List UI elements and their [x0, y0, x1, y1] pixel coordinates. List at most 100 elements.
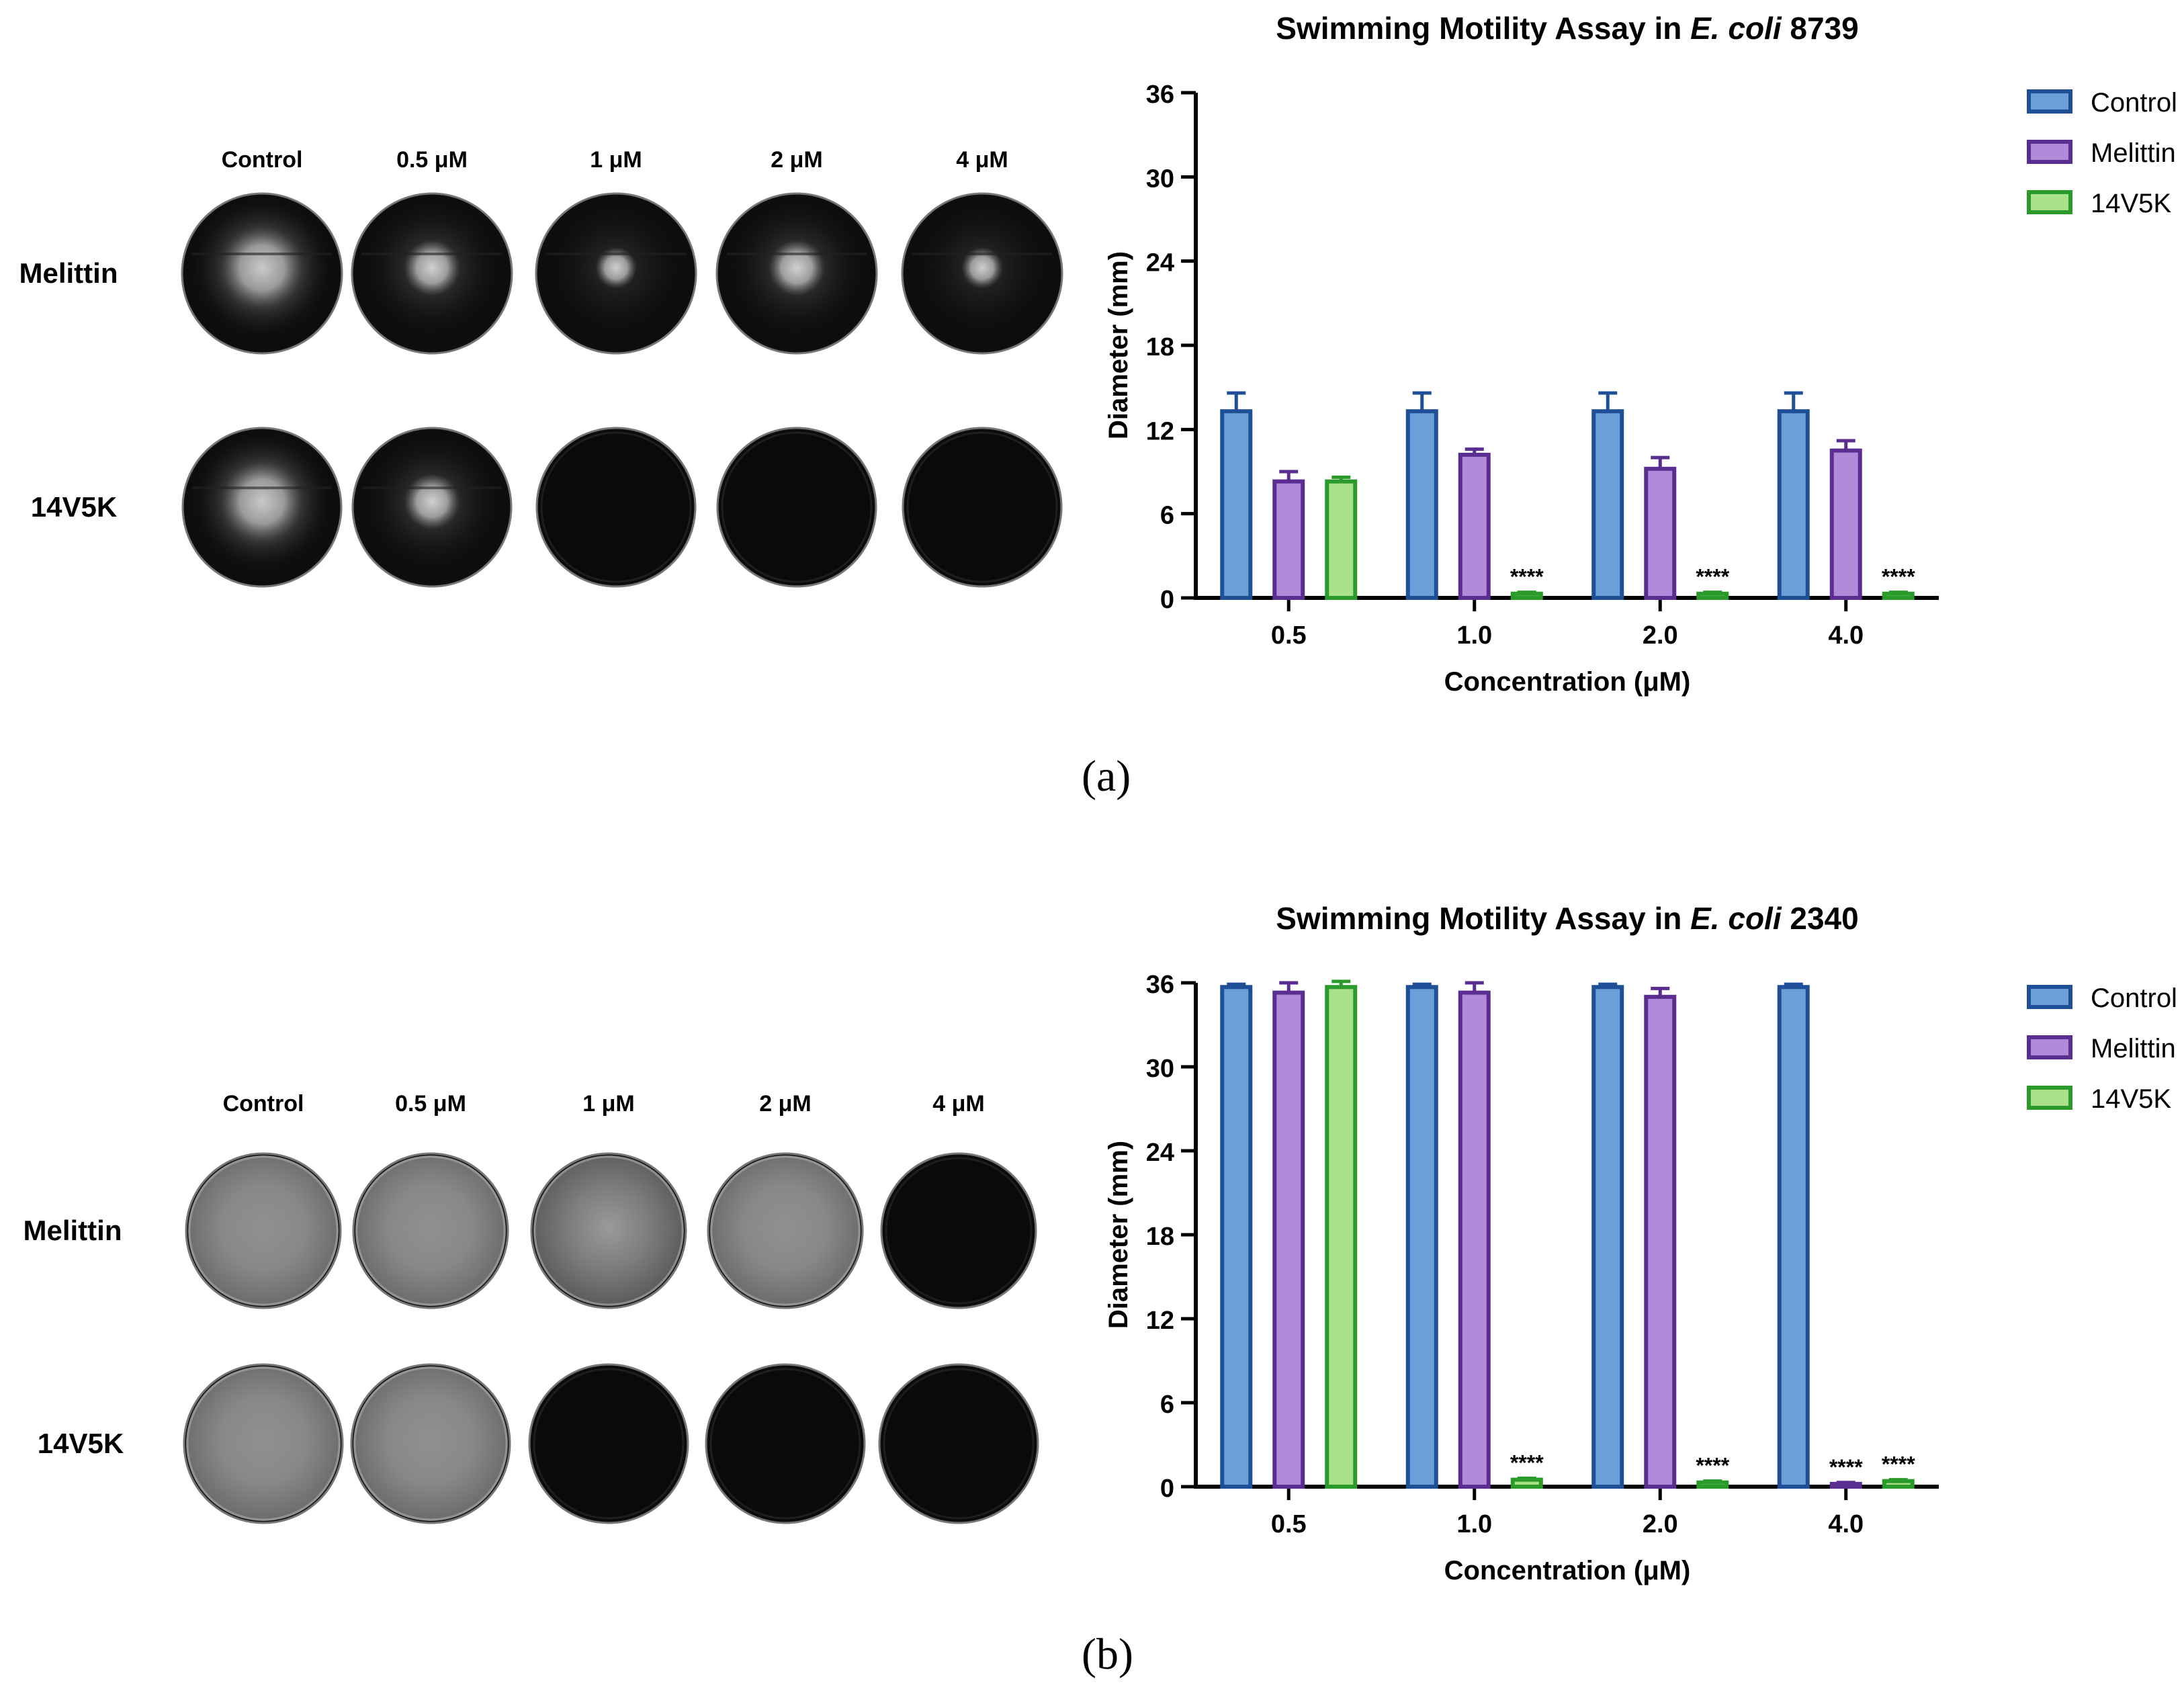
- bar-melittin: [1272, 479, 1305, 600]
- plate-row-label: Melittin: [19, 257, 118, 289]
- x-tick-label: 1.0: [1456, 621, 1492, 650]
- legend-label: Melittin: [2091, 1034, 2176, 1063]
- plate-column-label: 0.5 μM: [396, 147, 468, 173]
- significance-marker: ****: [1696, 565, 1729, 589]
- y-tick-label: 18: [1146, 1223, 1174, 1251]
- panel-label: (b): [1082, 1630, 1133, 1679]
- bar-melittin: [1458, 990, 1491, 1489]
- chart-title: Swimming Motility Assay in E. coli 8739: [1276, 11, 1858, 46]
- x-axis-label: Concentration (μM): [1444, 667, 1691, 697]
- petri-dish: [181, 427, 343, 588]
- plate-column-label: 4 μM: [956, 147, 1008, 173]
- legend-swatch-melittin: [2027, 1035, 2072, 1059]
- y-tick-label: 0: [1160, 586, 1174, 614]
- bar-14v5k: [1325, 479, 1358, 600]
- panel-a: Control 0.5 μM 1 μM 2 μM 4 μM Melittin 14V5K S…: [0, 0, 2184, 851]
- bar-14v5k: [1696, 1480, 1729, 1489]
- chart-title-strain: 2340: [1782, 901, 1859, 936]
- legend-label: 14V5K: [2091, 1084, 2171, 1114]
- petri-dish: [535, 192, 697, 355]
- bar-14v5k: [1696, 591, 1729, 601]
- legend-swatch-control: [2027, 89, 2072, 114]
- chart-title-strain: 8739: [1782, 11, 1859, 46]
- y-tick-label: 6: [1160, 1391, 1174, 1419]
- x-tick-label: 4.0: [1828, 621, 1864, 650]
- y-tick-label: 30: [1146, 165, 1174, 193]
- petri-dish: [707, 1152, 864, 1309]
- petri-dish: [705, 1363, 866, 1524]
- bar-14v5k: [1510, 1477, 1543, 1489]
- bar-melittin: [1272, 990, 1305, 1489]
- legend-swatch-14v5k: [2027, 1086, 2072, 1110]
- plate-column-label: Control: [222, 147, 303, 173]
- bar-control: [1220, 409, 1253, 601]
- bar-control: [1405, 409, 1438, 601]
- plate-column-label: 2 μM: [771, 147, 822, 173]
- y-tick-label: 24: [1146, 1139, 1174, 1167]
- y-tick-label: 0: [1160, 1475, 1174, 1503]
- significance-marker: ****: [1510, 1451, 1544, 1475]
- petri-dish: [530, 1152, 687, 1309]
- legend-swatch-14v5k: [2027, 190, 2072, 214]
- chart-title-main: Swimming Motility Assay in: [1276, 901, 1690, 936]
- x-tick-label: 0.5: [1271, 621, 1307, 650]
- x-tick-label: 2.0: [1643, 1510, 1678, 1538]
- y-tick-label: 24: [1146, 249, 1174, 277]
- bar-melittin: [1644, 466, 1677, 600]
- petri-dish: [185, 1152, 342, 1309]
- plates-figure: Control 0.5 μM 1 μM 2 μM 4 μM Melittin 14V5K: [19, 147, 1063, 588]
- x-tick-label: 1.0: [1456, 1510, 1492, 1538]
- panel-b: Control 0.5 μM 1 μM 2 μM 4 μM Melittin 14V5K S…: [0, 851, 2184, 1702]
- petri-dish: [715, 192, 878, 355]
- significance-marker: ****: [1882, 565, 1915, 589]
- chart-title-main: Swimming Motility Assay in: [1276, 11, 1690, 46]
- plate-column-label: 1 μM: [582, 1091, 634, 1117]
- x-tick-label: 0.5: [1271, 1510, 1307, 1538]
- petri-dish: [183, 1363, 344, 1524]
- y-axis-label: Diameter (mm): [1104, 1141, 1133, 1329]
- petri-dish: [880, 1152, 1037, 1309]
- plate-column-label: 0.5 μM: [395, 1091, 466, 1117]
- plate-row-label: 14V5K: [31, 491, 117, 523]
- bar-chart: Swimming Motility Assay in E. coli 8739 0…: [1104, 11, 2177, 697]
- bar-melittin: [1829, 448, 1862, 601]
- plate-row-label: 14V5K: [38, 1428, 124, 1459]
- y-tick-label: 18: [1146, 333, 1174, 361]
- bar-melittin: [1829, 1481, 1862, 1489]
- petri-dish: [351, 192, 513, 355]
- petri-dish: [351, 427, 513, 588]
- petri-dish: [902, 427, 1063, 588]
- chart-title: Swimming Motility Assay in E. coli 2340: [1276, 901, 1858, 936]
- y-axis-label: Diameter (mm): [1104, 251, 1133, 439]
- bar-chart: Swimming Motility Assay in E. coli 2340 0…: [1104, 901, 2177, 1585]
- petri-dish: [350, 1363, 511, 1524]
- chart-title-species: E. coli: [1690, 901, 1782, 936]
- x-tick-label: 2.0: [1643, 621, 1678, 650]
- y-tick-label: 12: [1146, 417, 1174, 445]
- legend-label: Control: [2091, 984, 2177, 1013]
- plate-column-label: Control: [223, 1091, 304, 1117]
- significance-marker: ****: [1696, 1454, 1729, 1478]
- bar-control: [1220, 985, 1253, 1489]
- petri-dish: [716, 427, 877, 588]
- plate-column-label: 2 μM: [759, 1091, 811, 1117]
- plate-column-label: 4 μM: [932, 1091, 984, 1117]
- legend-swatch-melittin: [2027, 140, 2072, 164]
- petri-dish: [528, 1363, 689, 1524]
- legend-swatch-control: [2027, 985, 2072, 1009]
- panel-label: (a): [1082, 752, 1131, 801]
- bar-melittin: [1458, 452, 1491, 601]
- bar-14v5k: [1882, 591, 1915, 601]
- petri-dish: [181, 192, 343, 355]
- bar-control: [1591, 409, 1624, 601]
- y-tick-label: 12: [1146, 1307, 1174, 1335]
- petri-dish: [352, 1152, 509, 1309]
- petri-dish: [878, 1363, 1039, 1524]
- petri-dish: [901, 192, 1063, 355]
- plates-figure: Control 0.5 μM 1 μM 2 μM 4 μM Melittin 14V5K: [24, 1091, 1039, 1524]
- petri-dish: [535, 427, 697, 588]
- chart-title-species: E. coli: [1690, 11, 1782, 46]
- y-tick-label: 36: [1146, 81, 1174, 109]
- significance-marker: ****: [1829, 1455, 1863, 1479]
- legend-label: Control: [2091, 88, 2177, 118]
